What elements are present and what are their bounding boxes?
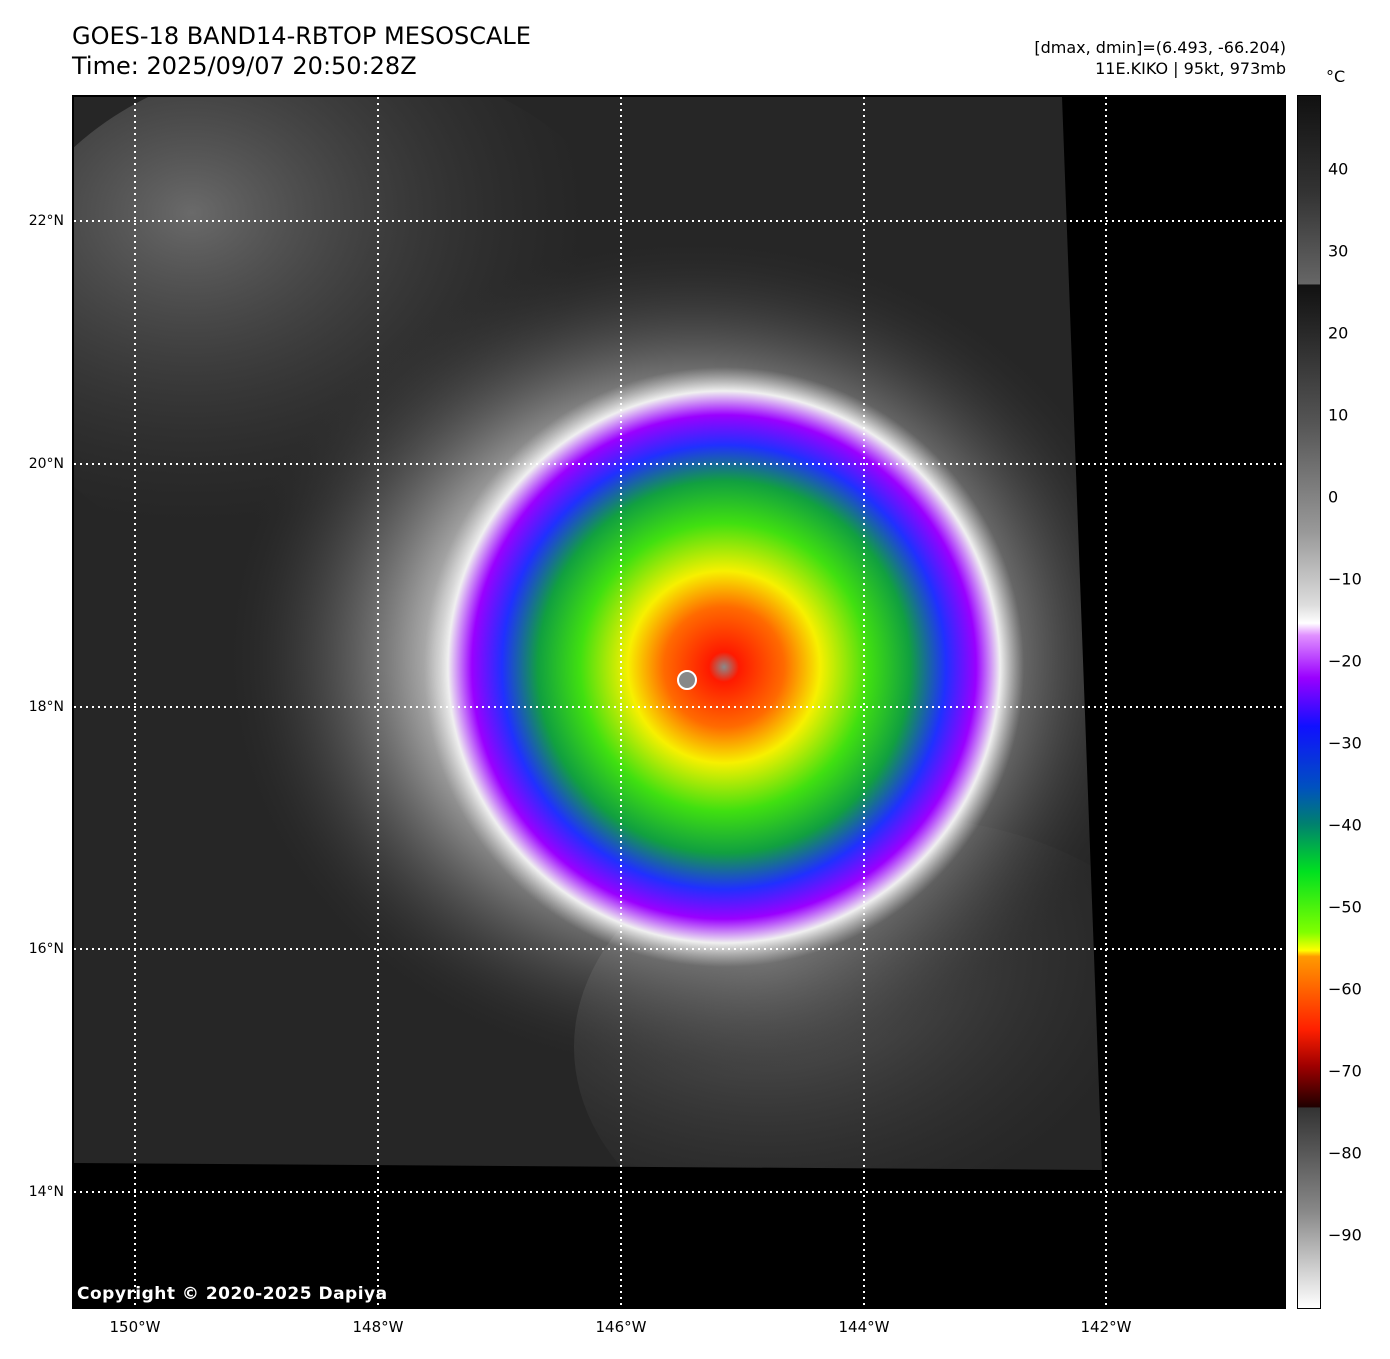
lon-label: 142°W — [1080, 1318, 1132, 1336]
colorbar-tick: −80 — [1328, 1143, 1362, 1163]
colorbar-tick: 10 — [1328, 405, 1349, 425]
satellite-imagery — [74, 97, 1284, 1307]
colorbar-tick: −70 — [1328, 1061, 1362, 1081]
colorbar-tick: 0 — [1328, 487, 1339, 507]
chart-title: GOES-18 BAND14-RBTOP MESOSCALE — [72, 22, 531, 50]
lon-label: 150°W — [109, 1318, 161, 1336]
colorbar-tick: −20 — [1328, 651, 1362, 671]
colorbar-tick: −10 — [1328, 569, 1362, 589]
lon-label: 148°W — [352, 1318, 404, 1336]
lon-label: 146°W — [595, 1318, 647, 1336]
lat-label: 22°N — [28, 213, 64, 229]
colorbar-tick: 20 — [1328, 323, 1349, 343]
copyright-notice: Copyright © 2020-2025 Dapiya — [77, 1284, 388, 1304]
lat-label: 18°N — [28, 699, 64, 715]
colorbar-tick: −60 — [1328, 979, 1362, 999]
storm-info: 11E.KIKO | 95kt, 973mb — [1095, 59, 1286, 78]
colorbar-unit: °C — [1326, 67, 1346, 86]
lat-label: 16°N — [28, 941, 64, 957]
graticule — [74, 97, 1284, 1307]
colorbar — [1297, 95, 1321, 1309]
colorbar-tick: 30 — [1328, 241, 1349, 261]
colorbar-tick: −90 — [1328, 1225, 1362, 1245]
data-range: [dmax, dmin]=(6.493, -66.204) — [1034, 38, 1286, 57]
colorbar-tick: −50 — [1328, 897, 1362, 917]
colorbar-tick: 40 — [1328, 159, 1349, 179]
lat-label: 20°N — [28, 456, 64, 472]
lat-label: 14°N — [28, 1184, 64, 1200]
colorbar-tick: −40 — [1328, 815, 1362, 835]
satellite-map — [72, 95, 1286, 1309]
colorbar-tick: −30 — [1328, 733, 1362, 753]
lon-label: 144°W — [838, 1318, 890, 1336]
timestamp: Time: 2025/09/07 20:50:28Z — [72, 52, 417, 80]
